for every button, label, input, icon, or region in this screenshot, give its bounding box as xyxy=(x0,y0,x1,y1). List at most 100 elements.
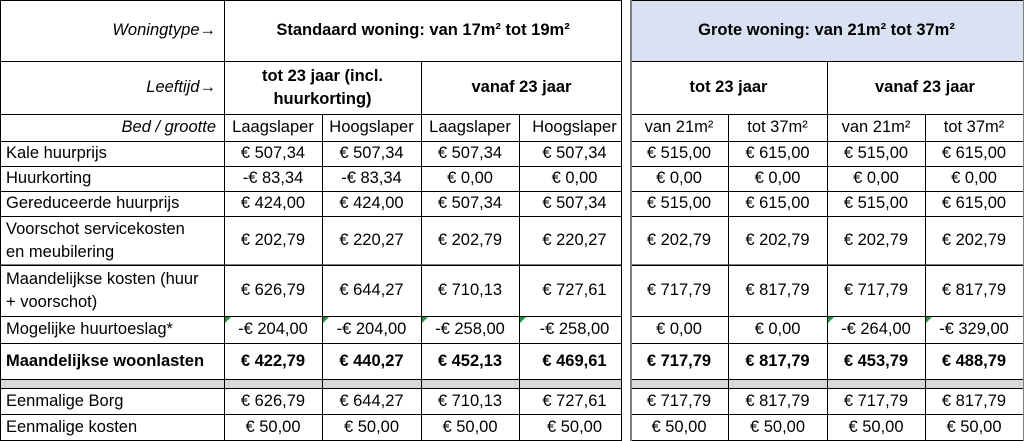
value-cell: € 50,00 xyxy=(749,417,806,436)
grid-line xyxy=(0,388,622,389)
value-cell: € 615,00 xyxy=(745,194,810,213)
value-cell: -€ 258,00 xyxy=(539,320,610,339)
value-cell: € 0,00 xyxy=(447,169,493,188)
value-cell: € 202,79 xyxy=(437,231,503,250)
grid-line xyxy=(0,414,622,415)
value-cell: € 515,00 xyxy=(646,194,712,213)
grid-line xyxy=(0,191,622,192)
separator-band-right xyxy=(630,380,1023,388)
comment-indicator xyxy=(225,317,231,323)
value-cell: -€ 83,34 xyxy=(242,169,304,188)
comment-indicator xyxy=(422,317,428,323)
comment-indicator xyxy=(520,317,526,323)
value-cell: € 220,27 xyxy=(339,231,404,250)
value-cell: € 615,00 xyxy=(745,144,810,163)
grid-line xyxy=(0,0,1,441)
value-cell: € 817,79 xyxy=(745,391,810,410)
value-cell: € 50,00 xyxy=(848,417,904,436)
value-cell: € 507,34 xyxy=(437,144,503,163)
grid-line xyxy=(0,61,622,62)
value-cell: € 50,00 xyxy=(546,417,603,436)
row-label: Huurkorting xyxy=(6,169,92,188)
subheader-cell: Hoogslaper xyxy=(329,118,414,137)
value-cell: € 626,79 xyxy=(240,281,306,300)
grid-line xyxy=(0,264,622,265)
grid-line xyxy=(0,343,622,344)
large-header-bg xyxy=(630,1,1023,61)
value-cell: -€ 264,00 xyxy=(841,320,911,339)
value-cell: € 615,00 xyxy=(941,194,1007,213)
value-cell: € 727,61 xyxy=(542,281,607,300)
value-cell: € 202,79 xyxy=(646,231,712,250)
grid-line xyxy=(925,114,926,441)
grid-line xyxy=(0,141,622,142)
grid-line xyxy=(630,0,632,441)
grid-line xyxy=(0,265,622,266)
row-label: Mogelijke huurtoeslag* xyxy=(6,320,173,339)
subheader-cell: van 21m² xyxy=(644,118,714,137)
value-cell: € 0,00 xyxy=(656,169,702,188)
grid-line xyxy=(728,114,729,441)
value-cell: € 424,00 xyxy=(240,194,306,213)
comment-indicator xyxy=(323,317,329,323)
value-cell: € 507,34 xyxy=(542,144,607,163)
value-cell: € 710,13 xyxy=(437,391,503,410)
value-cell: -€ 204,00 xyxy=(238,320,308,339)
subheader-cell: Laagslaper xyxy=(429,118,511,137)
value-cell: € 50,00 xyxy=(651,417,707,436)
value-cell: € 440,27 xyxy=(339,352,404,371)
header-woningtype-label: Woningtype→ xyxy=(112,21,216,40)
subheader-cell: tot 37m² xyxy=(943,118,1005,137)
value-cell: € 515,00 xyxy=(843,194,909,213)
value-cell: € 50,00 xyxy=(245,417,301,436)
grid-line xyxy=(421,61,422,441)
grid-line xyxy=(519,114,520,441)
value-cell: € 0,00 xyxy=(951,169,997,188)
value-cell: € 202,79 xyxy=(240,231,306,250)
value-cell: € 717,79 xyxy=(843,281,909,300)
gap-column xyxy=(622,0,630,441)
value-cell: € 507,34 xyxy=(437,194,503,213)
header-std-age-over: vanaf 23 jaar xyxy=(471,78,572,97)
header-std-age-under: tot 23 jaar (incl. huurkorting) xyxy=(261,67,384,108)
value-cell: € 422,79 xyxy=(240,352,306,371)
value-cell: € 202,79 xyxy=(843,231,909,250)
grid-line xyxy=(0,379,622,380)
row-label: Eenmalige kosten xyxy=(6,417,138,436)
grid-line xyxy=(0,114,622,115)
value-cell: € 717,79 xyxy=(646,352,712,371)
value-cell: € 50,00 xyxy=(343,417,400,436)
value-cell: € 220,27 xyxy=(542,231,607,250)
value-cell: € 507,34 xyxy=(339,144,404,163)
value-cell: € 727,61 xyxy=(542,391,607,410)
row-label: Voorschot servicekosten en meubilering xyxy=(6,220,185,261)
row-label: Maandelijkse woonlasten xyxy=(6,352,205,371)
value-cell: € 0,00 xyxy=(853,169,899,188)
value-cell: -€ 258,00 xyxy=(435,320,505,339)
row-label: Kale huurprijs xyxy=(6,144,107,163)
header-bed-label: Bed / grootte xyxy=(121,118,216,137)
value-cell: € 710,13 xyxy=(437,281,503,300)
value-cell: -€ 329,00 xyxy=(939,320,1009,339)
grid-line xyxy=(224,0,225,441)
value-cell: € 452,13 xyxy=(437,352,503,371)
header-leeftijd-label: Leeftijd→ xyxy=(146,78,216,97)
value-cell: € 644,27 xyxy=(339,281,404,300)
header-standard-group: Standaard woning: van 17m² tot 19m² xyxy=(276,21,570,40)
value-cell: € 50,00 xyxy=(946,417,1002,436)
comment-indicator xyxy=(828,317,834,323)
value-cell: € 0,00 xyxy=(754,320,801,339)
value-cell: € 817,79 xyxy=(941,281,1007,300)
subheader-cell: Laagslaper xyxy=(232,118,314,137)
value-cell: € 202,79 xyxy=(941,231,1007,250)
grid-line xyxy=(0,316,622,317)
value-cell: € 515,00 xyxy=(843,144,909,163)
value-cell: € 488,79 xyxy=(941,352,1007,371)
grid-line xyxy=(0,0,622,1)
value-cell: € 817,79 xyxy=(745,281,810,300)
grid-line xyxy=(0,216,622,217)
grid-line xyxy=(621,0,622,441)
subheader-cell: van 21m² xyxy=(841,118,911,137)
value-cell: € 626,79 xyxy=(240,391,306,410)
